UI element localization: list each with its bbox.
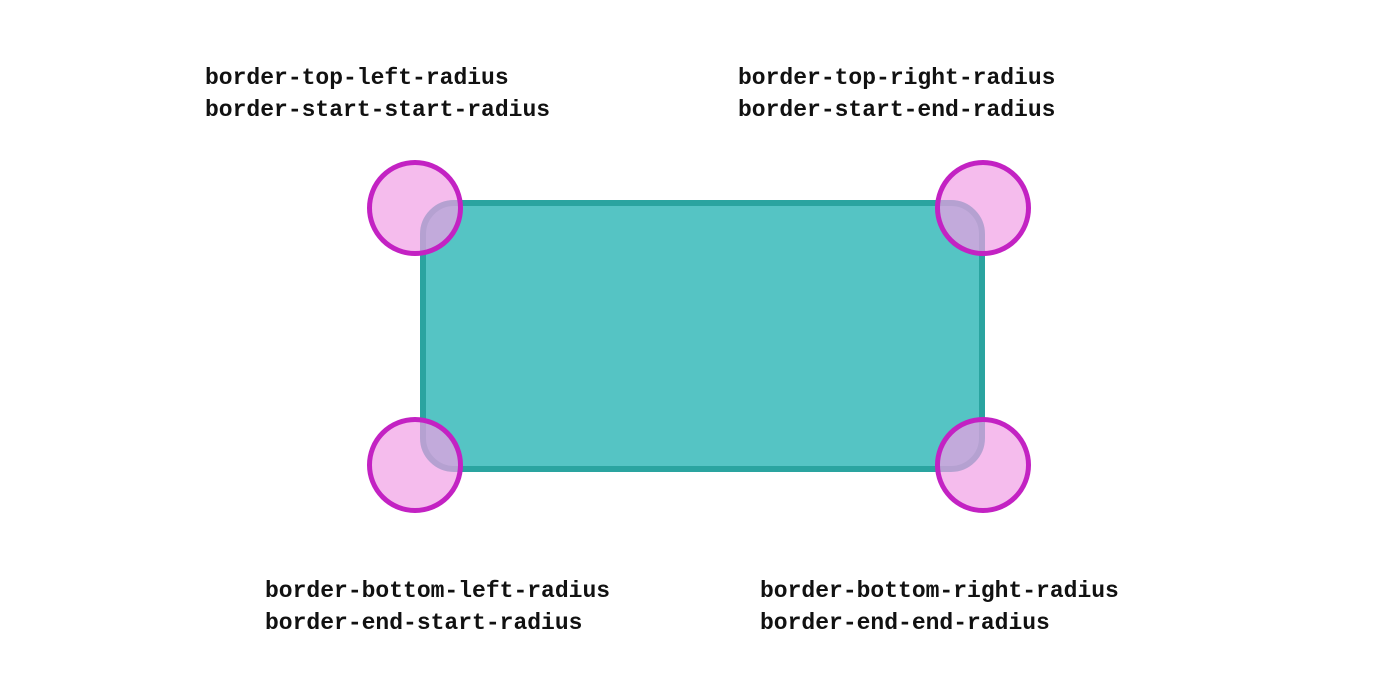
label-top-left: border-top-left-radius border-start-star… [205, 62, 550, 126]
label-top-right-line1: border-top-right-radius [738, 65, 1055, 91]
label-top-right: border-top-right-radius border-start-end… [738, 62, 1055, 126]
label-bottom-left: border-bottom-left-radius border-end-sta… [265, 575, 610, 639]
label-top-left-line2: border-start-start-radius [205, 97, 550, 123]
label-bottom-right-line1: border-bottom-right-radius [760, 578, 1119, 604]
corner-marker-top-left [367, 160, 463, 256]
corner-marker-bottom-right [935, 417, 1031, 513]
label-top-left-line1: border-top-left-radius [205, 65, 509, 91]
rounded-rectangle [420, 200, 985, 472]
diagram-stage: border-top-left-radius border-start-star… [0, 0, 1400, 700]
corner-marker-top-right [935, 160, 1031, 256]
label-bottom-right-line2: border-end-end-radius [760, 610, 1050, 636]
label-bottom-right: border-bottom-right-radius border-end-en… [760, 575, 1119, 639]
label-bottom-left-line2: border-end-start-radius [265, 610, 582, 636]
label-bottom-left-line1: border-bottom-left-radius [265, 578, 610, 604]
label-top-right-line2: border-start-end-radius [738, 97, 1055, 123]
corner-marker-bottom-left [367, 417, 463, 513]
